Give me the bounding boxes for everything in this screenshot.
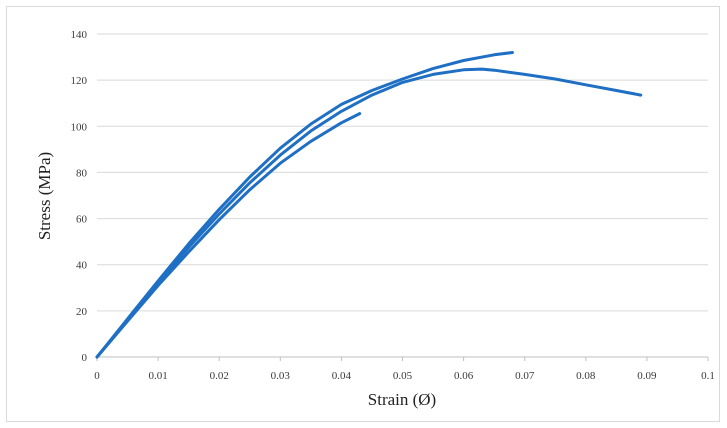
y-tick-label: 140 <box>71 29 88 41</box>
y-tick-labels: 0 20 40 60 80 100 120 140 <box>71 29 88 364</box>
x-tick-label: 0.08 <box>576 370 596 382</box>
axes <box>96 356 709 361</box>
series-line-1 <box>95 112 362 359</box>
y-tick-label: 120 <box>71 75 88 87</box>
x-tick-label: 0.05 <box>393 370 413 382</box>
x-tick-label: 0.07 <box>515 370 535 382</box>
series-line-2 <box>95 67 643 359</box>
y-tick-label: 40 <box>76 260 88 272</box>
x-tick-label: 0.03 <box>271 370 291 382</box>
series-line-3 <box>95 51 514 359</box>
chart-area <box>6 6 720 422</box>
y-tick-label: 20 <box>76 306 88 318</box>
y-tick-label: 0 <box>82 352 88 364</box>
x-tick-label: 0.1 <box>701 370 715 382</box>
x-tick-label: 0.04 <box>332 370 352 382</box>
y-tick-label: 80 <box>76 167 88 179</box>
x-tick-labels: 0 0.01 0.02 0.03 0.04 0.05 0.06 0.07 0.08 0.09 0.1 <box>94 370 715 382</box>
y-tick-label: 60 <box>76 214 88 226</box>
x-tick-label: 0.02 <box>210 370 229 382</box>
x-tick-label: 0.01 <box>148 370 167 382</box>
x-axis-title: Strain (Ø) <box>368 390 436 409</box>
gridlines <box>97 33 708 312</box>
x-tick-label: 0.06 <box>454 370 474 382</box>
y-tick-label: 100 <box>71 121 88 133</box>
x-tick-label: 0 <box>94 370 100 382</box>
series-group <box>95 51 643 359</box>
x-tick-label: 0.09 <box>637 370 657 382</box>
y-axis-title: Stress (MPa) <box>35 152 54 240</box>
